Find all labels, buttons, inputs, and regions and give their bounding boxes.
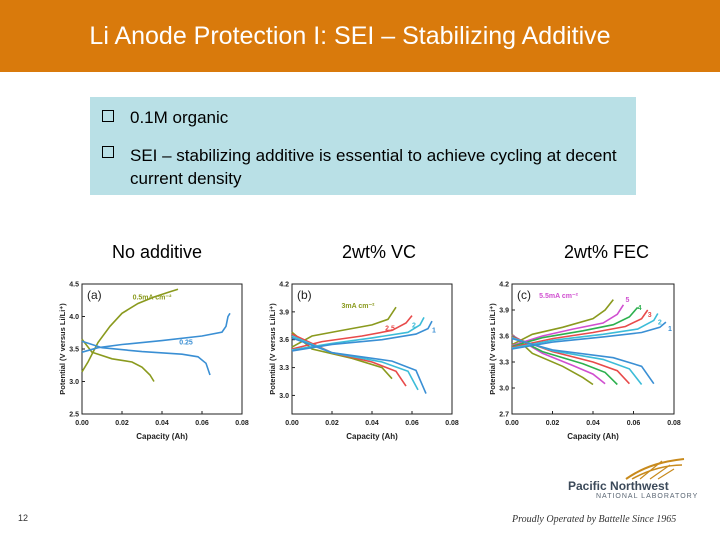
x-tick-label: 0.08 — [235, 420, 249, 427]
x-tick-label: 0.06 — [627, 420, 641, 427]
bullet-callout-box: 0.1M organic SEI – stabilizing additive … — [90, 97, 636, 195]
pnnl-logo: Pacific Northwest NATIONAL LABORATORY — [566, 455, 706, 503]
y-tick-label: 4.2 — [279, 282, 289, 289]
x-tick-label: 0.00 — [505, 420, 519, 427]
x-axis-label: Capacity (Ah) — [136, 432, 188, 441]
x-tick-label: 0.04 — [155, 420, 169, 427]
y-tick-label: 2.7 — [499, 412, 509, 419]
series-line — [291, 337, 427, 394]
series-annotation: 3 — [648, 312, 652, 319]
series-annotation: 2 — [658, 320, 662, 327]
y-axis-label: Potential (V versus Li/Li⁺) — [268, 303, 277, 395]
series-annotation: 5 — [625, 297, 629, 304]
x-tick-label: 0.04 — [365, 420, 379, 427]
x-tick-label: 0.06 — [195, 420, 209, 427]
panel-label: (a) — [87, 288, 102, 302]
bullet-item: SEI – stabilizing additive is essential … — [102, 144, 622, 190]
series-annotation: 2 — [412, 323, 416, 330]
column-label-no-additive: No additive — [112, 242, 203, 262]
checkbox-bullet-icon — [102, 110, 114, 122]
series-line — [291, 320, 433, 352]
y-tick-label: 3.0 — [69, 379, 79, 386]
plot-frame — [81, 283, 243, 415]
x-tick-label: 0.00 — [75, 420, 89, 427]
panel-label: (c) — [517, 288, 531, 302]
y-tick-label: 3.9 — [279, 309, 289, 316]
column-label-vc: 2wt% VC — [342, 242, 417, 262]
footer-tagline: Proudly Operated by Battelle Since 1965 — [512, 514, 677, 525]
series-line — [511, 299, 614, 346]
x-tick-label: 0.06 — [405, 420, 419, 427]
x-axis-label: Capacity (Ah) — [567, 432, 619, 441]
y-tick-label: 3.0 — [499, 386, 509, 393]
title-bar: Li Anode Protection I: SEI – Stabilizing… — [0, 0, 720, 72]
logo-name-text: Pacific Northwest — [568, 479, 669, 493]
series-line — [511, 306, 639, 348]
slide-title: Li Anode Protection I: SEI – Stabilizing… — [89, 22, 611, 50]
series-line — [291, 315, 413, 350]
y-tick-label: 4.5 — [69, 282, 79, 289]
y-tick-label: 4.2 — [499, 282, 509, 289]
bullet-text: SEI – stabilizing additive is essential … — [130, 146, 617, 188]
pnnl-swoosh-icon — [625, 458, 685, 480]
chart-panel-c: 0.00 0.02 0.04 0.06 0.08 2.7 3.0 3.3 3.6 3.9 4.2 Ca… — [482, 278, 697, 463]
x-tick-label: 0.02 — [546, 420, 560, 427]
panel-label: (b) — [297, 288, 312, 302]
series-annotation: 5.5mA cm⁻² — [539, 293, 579, 300]
column-label-fec: 2wt% FEC — [564, 242, 650, 262]
x-tick-label: 0.00 — [285, 420, 299, 427]
series-line — [511, 309, 649, 349]
series-annotation: 1 — [668, 326, 672, 333]
y-tick-label: 3.9 — [499, 308, 509, 315]
series-line — [511, 337, 655, 385]
chart-panel-b: 0.00 0.02 0.04 0.06 0.08 3.0 3.3 3.6 3.9 4.2 Capac… — [262, 278, 472, 463]
y-tick-label: 3.3 — [499, 360, 509, 367]
x-tick-label: 0.08 — [667, 420, 681, 427]
series-line — [291, 306, 397, 348]
series-annotation: 1 — [432, 327, 436, 334]
y-tick-label: 3.0 — [279, 393, 289, 400]
series-line — [511, 304, 625, 347]
series-line — [291, 317, 425, 351]
series-line — [81, 338, 155, 382]
chart-a-svg: 0.00 0.02 0.04 0.06 0.08 2.5 3.0 3.5 4.0 4.5 Capac… — [58, 282, 249, 442]
x-tick-label: 0.02 — [325, 420, 339, 427]
chart-b-svg: 0.00 0.02 0.04 0.06 0.08 3.0 3.3 3.6 3.9 4.2 Capac… — [268, 282, 459, 442]
series-annotation: 0.25 — [179, 339, 193, 346]
series-annotation: 2.5 — [385, 325, 395, 332]
y-tick-label: 4.0 — [69, 314, 79, 321]
page-number: 12 — [18, 513, 29, 523]
series-line — [511, 313, 659, 349]
x-tick-label: 0.08 — [445, 420, 459, 427]
series-line — [511, 335, 618, 386]
y-tick-label: 3.6 — [499, 334, 509, 341]
chart-c-svg: 0.00 0.02 0.04 0.06 0.08 2.7 3.0 3.3 3.6 3.9 4.2 Ca… — [488, 282, 681, 442]
y-axis-label: Potential (V versus Li/Li⁺) — [58, 303, 67, 395]
bullet-item: 0.1M organic — [102, 108, 228, 128]
chart-panel-a: 0.00 0.02 0.04 0.06 0.08 2.5 3.0 3.5 4.0 4.5 Capac… — [58, 278, 258, 463]
checkbox-bullet-icon — [102, 146, 114, 158]
y-tick-label: 2.5 — [69, 412, 79, 419]
series-annotation: 3mA cm⁻² — [341, 303, 375, 310]
x-axis-label: Capacity (Ah) — [346, 432, 398, 441]
x-tick-label: 0.02 — [115, 420, 129, 427]
y-axis-label: Potential (V versus Li/Li⁺) — [488, 303, 497, 395]
series-line — [511, 321, 667, 350]
series-annotation: 4 — [638, 305, 642, 312]
bullet-text: 0.1M organic — [130, 108, 229, 127]
y-tick-label: 3.6 — [279, 337, 289, 344]
series-line — [81, 340, 211, 376]
series-annotation: 0.5mA cm⁻² — [133, 295, 173, 302]
series-line — [81, 288, 179, 373]
logo-sub-text: NATIONAL LABORATORY — [596, 493, 699, 500]
y-tick-label: 3.5 — [69, 347, 79, 354]
x-tick-label: 0.04 — [586, 420, 600, 427]
series-line — [81, 312, 231, 353]
y-tick-label: 3.3 — [279, 365, 289, 372]
